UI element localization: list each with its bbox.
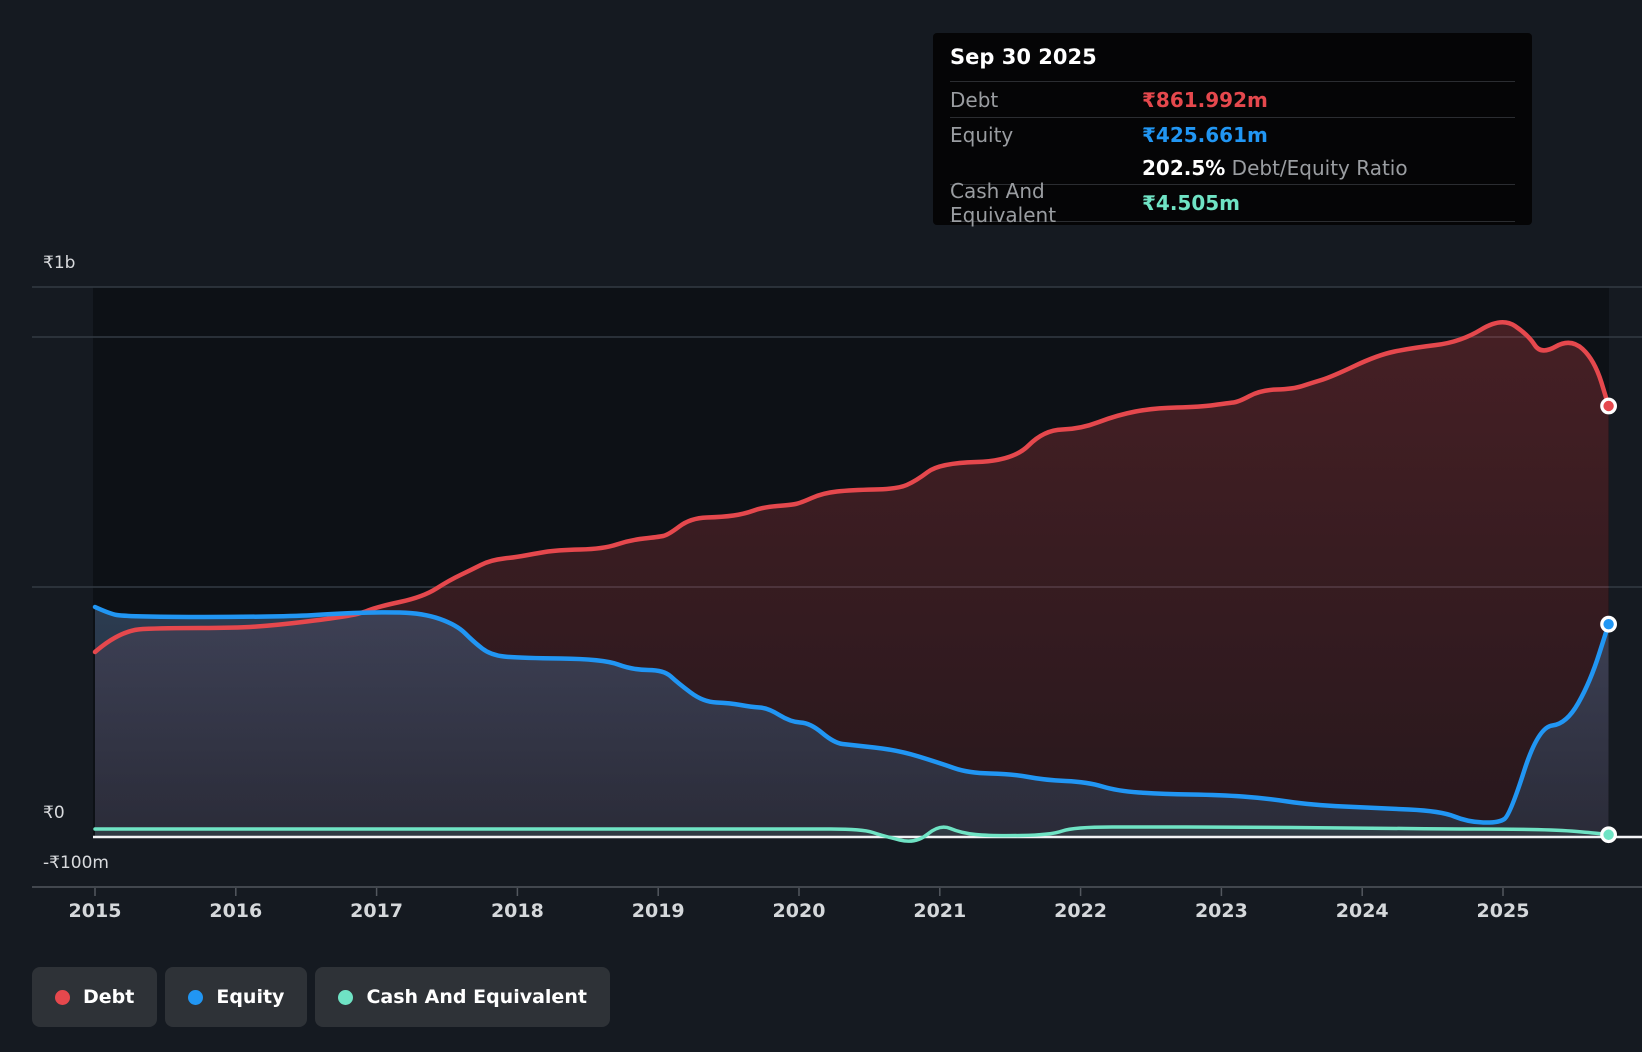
tooltip-equity-value: ₹425.661m [1142, 122, 1268, 147]
legend-equity-label: Equity [216, 986, 285, 1008]
tooltip-row-debt: Debt ₹861.992m [950, 82, 1515, 118]
x-axis-label: 2016 [209, 900, 262, 922]
debt-endpoint-dot [1600, 397, 1617, 415]
tooltip-debt-value: ₹861.992m [1142, 87, 1268, 112]
y-axis-label: ₹1b [43, 253, 75, 273]
tooltip-cash-value: ₹4.505m [1142, 191, 1241, 215]
x-axis-label: 2018 [491, 900, 544, 922]
x-axis-label: 2025 [1477, 900, 1530, 922]
tooltip-row-cash: Cash And Equivalent ₹4.505m [950, 179, 1515, 227]
legend-debt-label: Debt [83, 986, 135, 1008]
tooltip-equity-label: Equity [950, 122, 1014, 147]
tooltip-debt-label: Debt [950, 87, 999, 112]
legend-cash-label: Cash And Equivalent [366, 986, 587, 1008]
tooltip-date: Sep 30 2025 [950, 33, 1515, 82]
equity-legend-dot-icon [188, 989, 204, 1005]
tooltip-row-equity: Equity ₹425.661m [950, 118, 1515, 151]
debt-line [92, 320, 1611, 655]
x-axis-label: 2023 [1195, 900, 1248, 922]
x-axis-label: 2021 [913, 900, 966, 922]
equity-line [92, 604, 1611, 825]
y-axis-label: ₹0 [43, 803, 65, 823]
cash-line [93, 825, 1611, 843]
tooltip-ratio-label: Debt/Equity Ratio [1225, 155, 1408, 180]
tooltip-cash-label: Cash And Equivalent [950, 179, 1057, 227]
equity-area [95, 607, 1609, 837]
tooltip-row-ratio: 202.5% Debt/Equity Ratio [950, 151, 1515, 185]
cash-endpoint-dot [1600, 826, 1617, 844]
x-axis-label: 2020 [773, 900, 826, 922]
x-axis-label: 2017 [350, 900, 403, 922]
x-axis-label: 2015 [69, 900, 122, 922]
cash-legend-dot-icon [338, 989, 354, 1005]
chart-legend: Debt Equity Cash And Equivalent [32, 967, 610, 1027]
tooltip-ratio-value: 202.5% [1142, 155, 1226, 180]
x-axis-label: 2022 [1054, 900, 1107, 922]
x-axis-label: 2024 [1336, 900, 1389, 922]
legend-chip-debt[interactable]: Debt [32, 967, 158, 1027]
legend-chip-equity[interactable]: Equity [165, 967, 308, 1027]
y-axis-label: -₹100m [43, 853, 109, 873]
legend-chip-cash[interactable]: Cash And Equivalent [315, 967, 610, 1027]
x-axis-label: 2019 [632, 900, 685, 922]
equity-endpoint-dot [1600, 615, 1617, 633]
chart-tooltip: Sep 30 2025 Debt ₹861.992m Equity ₹425.6… [933, 33, 1532, 227]
debt-legend-dot-icon [55, 989, 70, 1005]
